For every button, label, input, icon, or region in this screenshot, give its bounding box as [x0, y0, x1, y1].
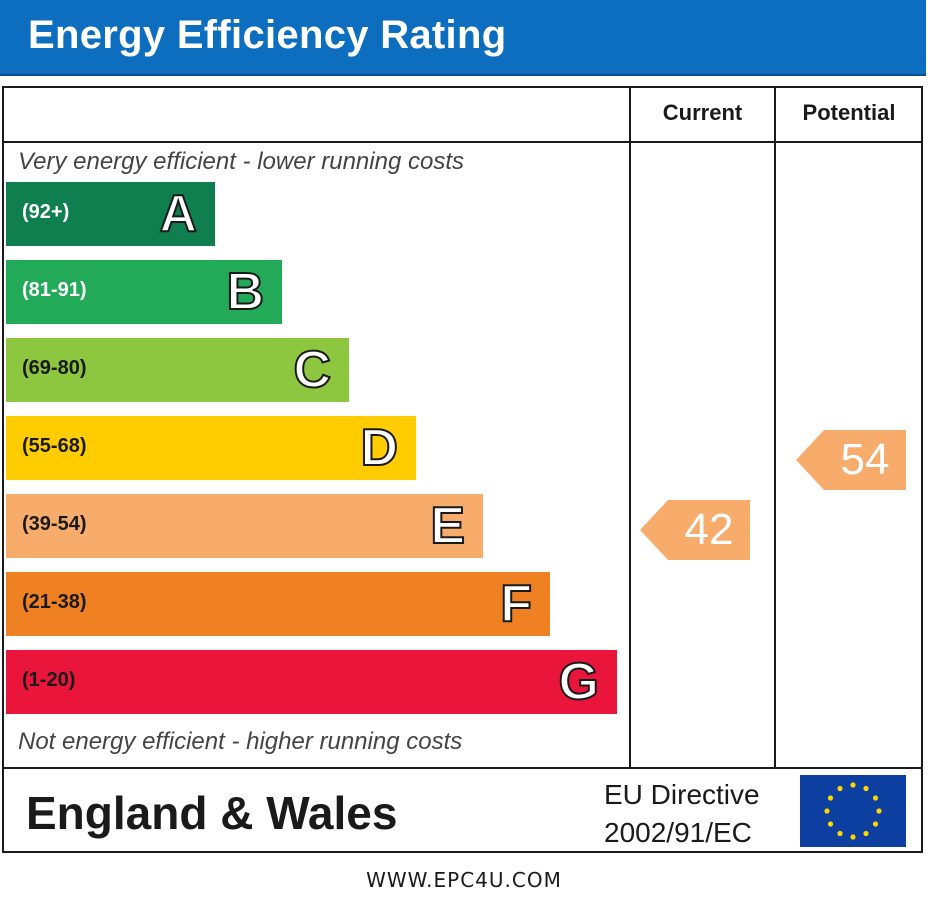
chart-frame [2, 86, 923, 853]
directive-line-1: EU Directive [604, 779, 760, 810]
flag-star [827, 821, 834, 827]
website-link[interactable]: WWW.EPC4U.COM [366, 868, 562, 892]
flag-star [850, 782, 856, 788]
band-letter-label: F [499, 574, 533, 634]
band-d: (55-68) D [6, 416, 416, 480]
flag-star [872, 821, 879, 827]
band-letter-label: A [158, 184, 198, 244]
band-range-label: (1-20) [22, 669, 76, 691]
band-range-label: (39-54) [22, 513, 87, 535]
flag-star [837, 830, 843, 837]
flag-star [850, 834, 856, 840]
caption-top: Very energy efficient - lower running co… [18, 148, 464, 175]
flag-star [872, 795, 879, 801]
band-e: (39-54) E [6, 494, 483, 558]
flag-star [837, 785, 843, 792]
band-range-label: (69-80) [22, 357, 87, 379]
flag-star [863, 830, 869, 837]
footer-directive: EU Directive 2002/91/EC [604, 776, 760, 852]
flag-star [824, 808, 830, 814]
band-letter-label: G [558, 652, 600, 712]
marker-potential: 54 [796, 430, 906, 490]
flag-star [827, 795, 834, 801]
marker-value-label: 42 [684, 505, 734, 554]
eu-flag-icon [800, 775, 906, 847]
column-header-current: Current [662, 100, 743, 125]
band-f: (21-38) F [6, 572, 550, 636]
header-rule [2, 141, 923, 143]
directive-line-2: 2002/91/EC [604, 817, 752, 848]
band-range-label: (81-91) [22, 279, 87, 301]
title-bar: Energy Efficiency Rating [0, 0, 926, 76]
marker-value-label: 54 [840, 435, 890, 484]
footer-rule [2, 767, 923, 769]
band-range-label: (55-68) [22, 435, 87, 457]
chart-title: Energy Efficiency Rating [28, 13, 507, 57]
divider-current [629, 86, 631, 769]
band-letter-label: C [292, 340, 332, 400]
band-a: (92+) A [6, 182, 215, 246]
band-letter-label: D [359, 418, 399, 478]
band-letter-label: E [429, 496, 466, 556]
marker-current: 42 [640, 500, 750, 560]
divider-potential [774, 86, 776, 769]
band-range-label: (21-38) [22, 591, 87, 613]
footer-region: England & Wales [26, 787, 398, 839]
column-header-potential: Potential [802, 100, 896, 125]
band-range-label: (92+) [22, 201, 70, 223]
band-c: (69-80) C [6, 338, 349, 402]
band-letter-label: B [225, 262, 265, 322]
band-b: (81-91) B [6, 260, 282, 324]
flag-star [876, 808, 882, 814]
caption-bottom: Not energy efficient - higher running co… [18, 728, 463, 755]
flag-star [863, 785, 869, 792]
band-g: (1-20) G [6, 650, 617, 714]
